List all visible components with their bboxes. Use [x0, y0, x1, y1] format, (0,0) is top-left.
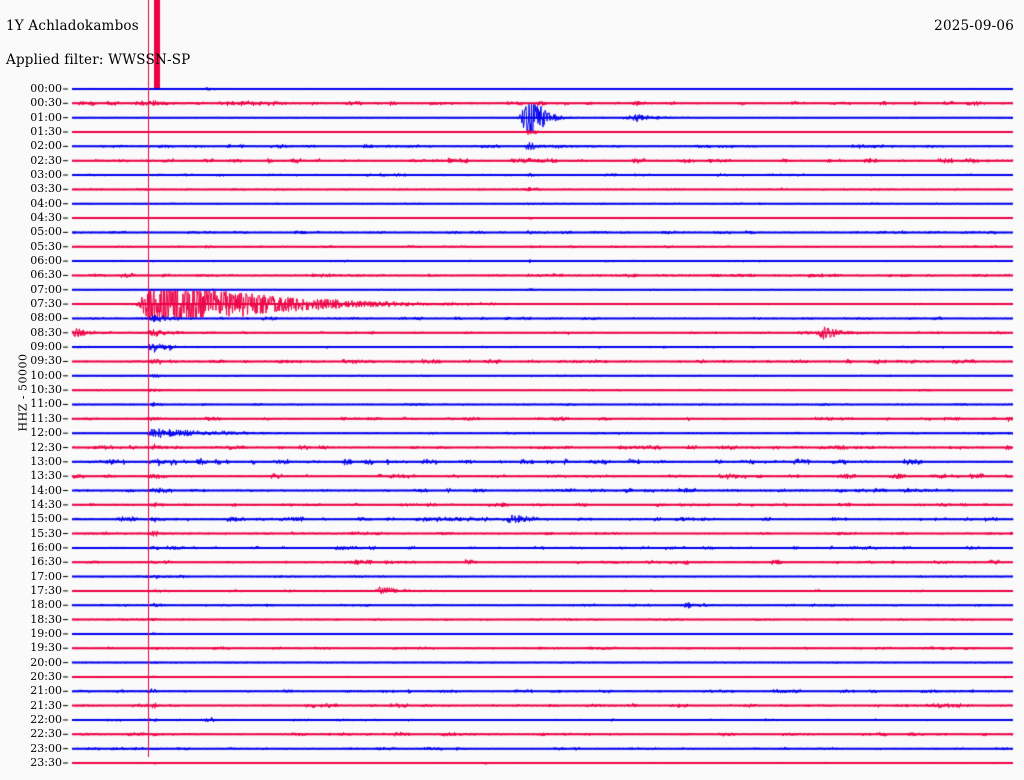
time-label: 01:30 — [30, 125, 62, 139]
time-label: 09:00 — [30, 340, 62, 354]
time-label: 17:30 — [30, 583, 62, 597]
time-label: 08:30 — [30, 325, 62, 339]
time-label: 15:30 — [30, 526, 62, 540]
time-label: 04:00 — [30, 196, 62, 210]
time-label: 14:00 — [30, 483, 62, 497]
time-label: 03:30 — [30, 182, 62, 196]
time-label: 03:00 — [30, 168, 62, 182]
time-label: 18:30 — [30, 612, 62, 626]
time-label: 07:00 — [30, 282, 62, 296]
time-label: 18:00 — [30, 598, 62, 612]
time-label: 13:30 — [30, 469, 62, 483]
time-label: 15:00 — [30, 512, 62, 526]
time-label: 01:00 — [30, 110, 62, 124]
time-label: 02:00 — [30, 139, 62, 153]
time-label: 02:30 — [30, 153, 62, 167]
time-label: 11:00 — [30, 397, 62, 411]
time-label: 05:30 — [30, 239, 62, 253]
time-label: 21:00 — [30, 684, 62, 698]
time-label: 10:30 — [30, 383, 62, 397]
time-label: 16:00 — [30, 540, 62, 554]
time-label: 07:30 — [30, 297, 62, 311]
time-label: 22:00 — [30, 712, 62, 726]
time-label: 00:30 — [30, 96, 62, 110]
time-label: 17:00 — [30, 569, 62, 583]
time-label: 00:00 — [30, 82, 62, 95]
time-label: 08:00 — [30, 311, 62, 325]
time-label: 13:00 — [30, 454, 62, 468]
date-label: 2025-09-06 — [934, 18, 1014, 34]
time-label: 23:30 — [30, 755, 62, 769]
time-label: 14:30 — [30, 497, 62, 511]
time-label: 19:30 — [30, 641, 62, 655]
time-label: 06:30 — [30, 268, 62, 282]
time-label: 20:30 — [30, 669, 62, 683]
time-label: 21:30 — [30, 698, 62, 712]
time-label: 04:30 — [30, 211, 62, 225]
time-label: 12:30 — [30, 440, 62, 454]
time-label: 23:00 — [30, 741, 62, 755]
time-label: 20:00 — [30, 655, 62, 669]
time-label: 06:00 — [30, 254, 62, 268]
time-label: 09:30 — [30, 354, 62, 368]
time-label: 11:30 — [30, 411, 62, 425]
applied-filter-label: Applied filter: WWSSN-SP — [6, 52, 191, 68]
time-label: 22:30 — [30, 727, 62, 741]
time-label: 19:00 — [30, 626, 62, 640]
station-title: 1Y Achladokambos — [6, 18, 139, 34]
time-label: 12:00 — [30, 426, 62, 440]
time-label: 05:00 — [30, 225, 62, 239]
time-label: 10:00 — [30, 368, 62, 382]
time-label: 16:30 — [30, 555, 62, 569]
